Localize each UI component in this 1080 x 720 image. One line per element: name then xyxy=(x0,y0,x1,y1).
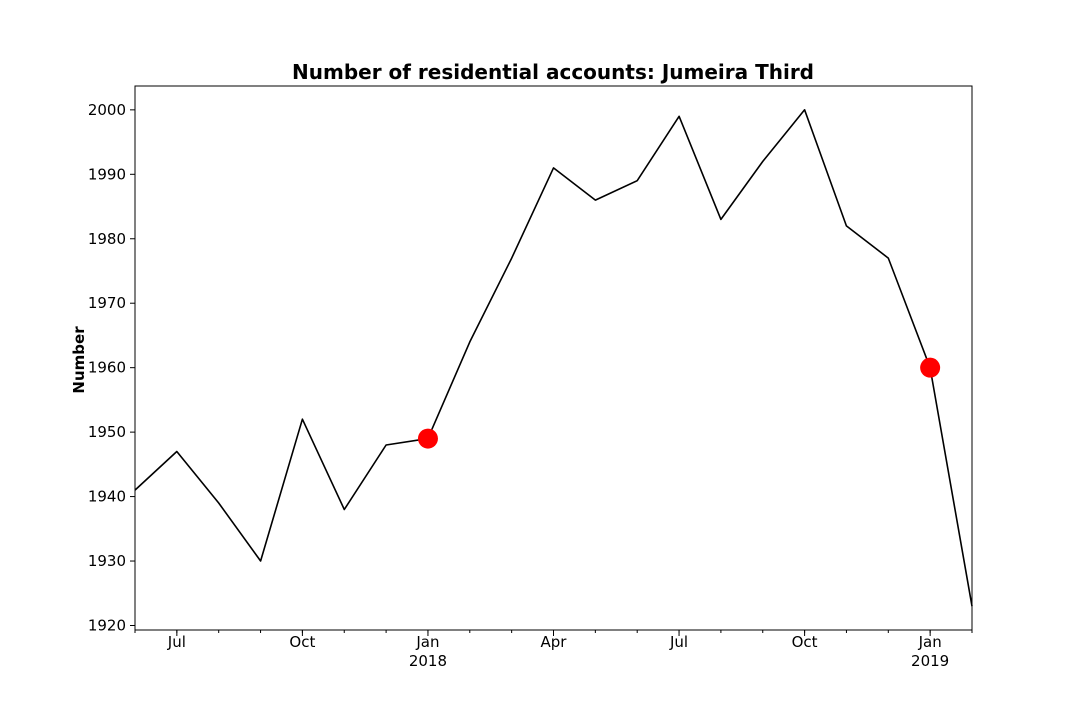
y-tick-label: 2000 xyxy=(88,101,126,119)
y-axis-label: Number xyxy=(70,326,88,394)
series-group xyxy=(134,109,973,607)
x-tick-year-label: 2019 xyxy=(911,652,949,670)
highlight-markers xyxy=(417,357,941,449)
highlight-marker xyxy=(417,428,438,449)
x-tick-label: Oct xyxy=(289,633,315,651)
highlight-marker xyxy=(920,357,941,378)
chart-title: Number of residential accounts: Jumeira … xyxy=(292,60,814,84)
y-tick-label: 1920 xyxy=(88,616,126,634)
y-tick-label: 1950 xyxy=(88,423,126,441)
x-tick-year-label: 2018 xyxy=(409,652,447,670)
y-tick-label: 1930 xyxy=(88,552,126,570)
y-tick-label: 1970 xyxy=(88,294,126,312)
y-tick-label: 1960 xyxy=(88,359,126,377)
y-tick-label: 1980 xyxy=(88,230,126,248)
x-tick-label: Apr xyxy=(541,633,568,651)
x-tick-label: Jan xyxy=(415,633,439,651)
x-tick-label: Jul xyxy=(167,633,186,651)
x-tick-label: Jul xyxy=(669,633,688,651)
x-tick-label: Oct xyxy=(792,633,818,651)
series-line xyxy=(134,109,973,607)
y-axis-ticks: 1920 1930 1940 1950 1960 1970 1980 1990 2000 xyxy=(88,101,135,634)
y-tick-label: 1990 xyxy=(88,165,126,183)
x-tick-label: Jan xyxy=(918,633,942,651)
y-tick-label: 1940 xyxy=(88,488,126,506)
